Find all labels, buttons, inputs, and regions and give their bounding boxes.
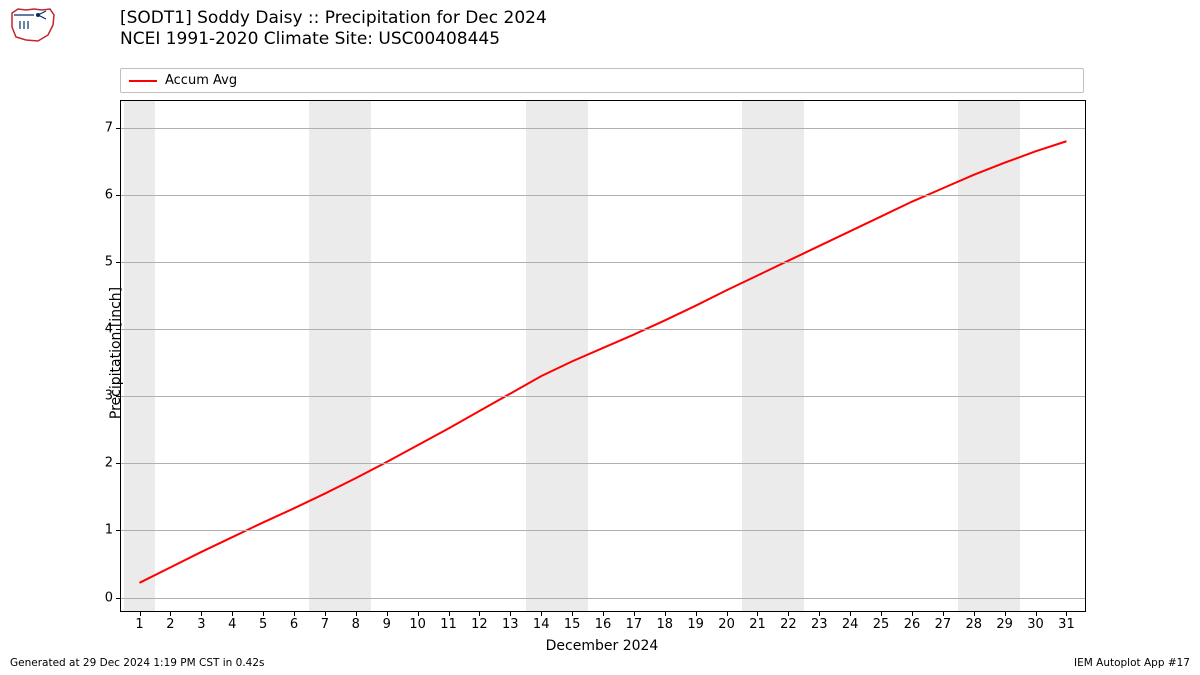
x-tick (912, 611, 913, 616)
x-tick-label: 23 (811, 617, 828, 632)
x-tick-label: 15 (564, 617, 581, 632)
x-tick (757, 611, 758, 616)
x-tick (170, 611, 171, 616)
x-tick (634, 611, 635, 616)
legend: Accum Avg (120, 68, 1084, 93)
x-tick-label: 25 (873, 617, 890, 632)
x-tick-label: 26 (904, 617, 921, 632)
footer-generated: Generated at 29 Dec 2024 1:19 PM CST in … (10, 657, 265, 669)
x-tick (510, 611, 511, 616)
x-tick (325, 611, 326, 616)
line-series-svg (121, 101, 1085, 611)
iem-logo (8, 5, 56, 43)
x-tick-label: 24 (842, 617, 859, 632)
x-tick-label: 8 (352, 617, 360, 632)
x-tick-label: 12 (471, 617, 488, 632)
x-tick-label: 28 (965, 617, 982, 632)
x-tick (1066, 611, 1067, 616)
x-tick (943, 611, 944, 616)
x-tick-label: 20 (718, 617, 735, 632)
x-tick (572, 611, 573, 616)
x-tick-label: 18 (657, 617, 674, 632)
x-tick-label: 29 (996, 617, 1013, 632)
x-tick (356, 611, 357, 616)
x-tick (541, 611, 542, 616)
x-tick (1005, 611, 1006, 616)
x-tick-label: 1 (135, 617, 143, 632)
plot-area: 0123456712345678910111213141516171819202… (120, 100, 1086, 612)
chart-title: [SODT1] Soddy Daisy :: Precipitation for… (120, 8, 547, 51)
gridline (121, 396, 1085, 397)
x-tick (881, 611, 882, 616)
x-tick-label: 31 (1058, 617, 1075, 632)
x-tick-label: 10 (409, 617, 426, 632)
title-line-2: NCEI 1991-2020 Climate Site: USC00408445 (120, 29, 547, 50)
y-tick (116, 463, 121, 464)
x-tick-label: 6 (290, 617, 298, 632)
y-tick (116, 598, 121, 599)
x-tick (140, 611, 141, 616)
x-tick (418, 611, 419, 616)
x-tick (788, 611, 789, 616)
x-tick-label: 9 (383, 617, 391, 632)
x-tick (449, 611, 450, 616)
x-tick-label: 21 (749, 617, 766, 632)
gridline (121, 598, 1085, 599)
x-tick-label: 27 (935, 617, 952, 632)
x-tick (479, 611, 480, 616)
y-tick (116, 530, 121, 531)
legend-label: Accum Avg (165, 73, 237, 88)
y-tick-label: 5 (105, 255, 113, 270)
x-tick (665, 611, 666, 616)
gridline (121, 262, 1085, 263)
x-tick (819, 611, 820, 616)
y-tick-label: 7 (105, 120, 113, 135)
y-tick (116, 195, 121, 196)
y-tick-label: 2 (105, 456, 113, 471)
x-tick (974, 611, 975, 616)
x-axis-label: December 2024 (546, 638, 659, 654)
gridline (121, 128, 1085, 129)
x-tick (387, 611, 388, 616)
x-tick (603, 611, 604, 616)
x-tick-label: 19 (687, 617, 704, 632)
x-tick-label: 13 (502, 617, 519, 632)
gridline (121, 329, 1085, 330)
x-tick (696, 611, 697, 616)
title-line-1: [SODT1] Soddy Daisy :: Precipitation for… (120, 8, 547, 29)
x-tick-label: 16 (595, 617, 612, 632)
y-tick-label: 0 (105, 590, 113, 605)
x-tick-label: 5 (259, 617, 267, 632)
y-tick (116, 262, 121, 263)
x-tick (232, 611, 233, 616)
accum-avg-line (140, 141, 1067, 583)
x-tick-label: 3 (197, 617, 205, 632)
y-axis-label: Precipitation [inch] (108, 287, 124, 419)
x-tick-label: 30 (1027, 617, 1044, 632)
gridline (121, 195, 1085, 196)
x-tick-label: 22 (780, 617, 797, 632)
x-tick-label: 14 (533, 617, 550, 632)
x-tick (727, 611, 728, 616)
footer-app: IEM Autoplot App #17 (1074, 657, 1190, 669)
x-tick-label: 11 (440, 617, 457, 632)
x-tick-label: 7 (321, 617, 329, 632)
gridline (121, 463, 1085, 464)
x-tick-label: 17 (626, 617, 643, 632)
legend-swatch (129, 80, 157, 82)
x-tick-label: 4 (228, 617, 236, 632)
x-tick-label: 2 (166, 617, 174, 632)
y-tick-label: 1 (105, 523, 113, 538)
x-tick (201, 611, 202, 616)
x-tick (1036, 611, 1037, 616)
y-tick-label: 6 (105, 187, 113, 202)
gridline (121, 530, 1085, 531)
y-tick (116, 128, 121, 129)
x-tick (850, 611, 851, 616)
x-tick (263, 611, 264, 616)
x-tick (294, 611, 295, 616)
